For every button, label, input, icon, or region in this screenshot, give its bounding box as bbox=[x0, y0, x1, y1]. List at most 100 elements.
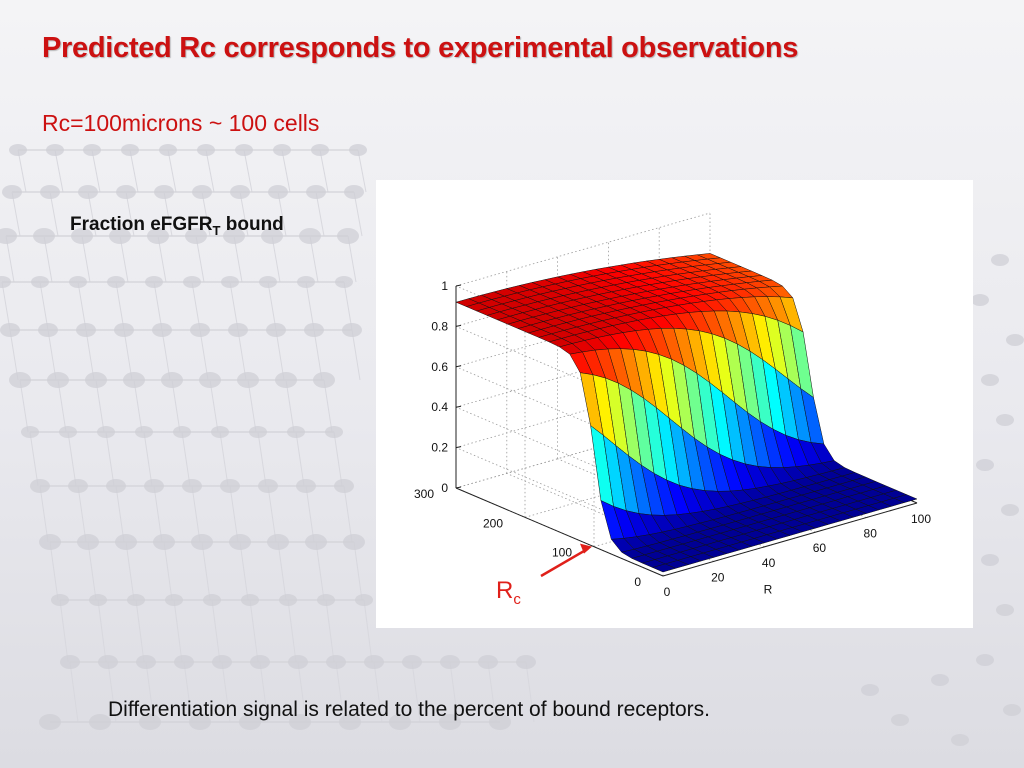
bg-network-link bbox=[319, 149, 329, 193]
bg-network-link bbox=[297, 661, 307, 723]
bg-network-link bbox=[363, 599, 373, 663]
bg-network-link bbox=[305, 485, 315, 543]
bg-network-node bbox=[191, 534, 213, 550]
bg-network-node bbox=[976, 654, 994, 666]
bg-network-node bbox=[46, 144, 64, 156]
bg-network-link bbox=[143, 431, 153, 487]
bg-network-node bbox=[59, 426, 77, 438]
bg-network-link bbox=[343, 281, 353, 331]
bg-network-node bbox=[89, 594, 107, 606]
bg-network-node bbox=[268, 185, 288, 199]
bg-network-node bbox=[267, 534, 289, 550]
bg-network-link bbox=[171, 379, 181, 433]
bg-network-link bbox=[123, 329, 133, 381]
z-tick-label: 0.4 bbox=[431, 400, 448, 414]
bg-network-node bbox=[21, 426, 39, 438]
bg-network-link bbox=[315, 191, 325, 237]
bg-network-node bbox=[230, 185, 250, 199]
bg-network-node bbox=[223, 228, 245, 244]
bg-network-link bbox=[183, 661, 193, 723]
bg-network-node bbox=[68, 479, 88, 493]
bg-network-node bbox=[258, 479, 278, 493]
bg-network-link bbox=[49, 541, 59, 601]
bg-network-node bbox=[229, 534, 251, 550]
bg-network-link bbox=[351, 329, 361, 381]
bg-network-node bbox=[279, 594, 297, 606]
bg-network-node bbox=[123, 372, 145, 388]
bg-network-node bbox=[334, 479, 354, 493]
bg-network-node bbox=[297, 276, 315, 288]
bg-network-node bbox=[261, 228, 283, 244]
bg-network-node bbox=[192, 185, 212, 199]
bg-network-node bbox=[136, 655, 156, 669]
bg-network-node bbox=[439, 714, 461, 730]
bg-network-link bbox=[295, 431, 305, 487]
bg-network-node bbox=[931, 674, 949, 686]
bg-network-link bbox=[57, 379, 67, 433]
bg-network-node bbox=[199, 372, 221, 388]
axis-ticks: 0 0.2 0.4 0.6 0.8 1 0 100 200 300 0 20 40 60 80 100 R bbox=[414, 279, 931, 599]
bg-network-link bbox=[125, 541, 135, 601]
bg-network-link bbox=[87, 541, 97, 601]
bg-network-link bbox=[239, 541, 249, 601]
bg-network-node bbox=[402, 655, 422, 669]
bg-network-node bbox=[313, 372, 335, 388]
bg-network-node bbox=[173, 426, 191, 438]
z-axis-label-subscript: T bbox=[212, 222, 221, 238]
bg-network-link bbox=[87, 191, 97, 237]
z-tick-mark bbox=[455, 486, 462, 489]
bg-network-link bbox=[243, 149, 253, 193]
y-tick-label: 0 bbox=[634, 575, 641, 589]
bg-network-link bbox=[201, 191, 211, 237]
x-tick-label: 20 bbox=[711, 570, 725, 584]
z-tick-mark bbox=[455, 365, 462, 368]
bg-network-link bbox=[39, 485, 49, 543]
bg-network-link bbox=[275, 329, 285, 381]
bg-network-node bbox=[159, 144, 177, 156]
z-tick-label: 0.2 bbox=[431, 441, 448, 455]
bg-network-node bbox=[85, 372, 107, 388]
bg-network-node bbox=[249, 426, 267, 438]
bg-network-link bbox=[115, 281, 125, 331]
bg-network-link bbox=[95, 379, 105, 433]
bg-network-link bbox=[449, 661, 459, 723]
bg-network-link bbox=[267, 281, 277, 331]
x-tick-label: 0 bbox=[664, 585, 671, 599]
bg-network-link bbox=[11, 191, 21, 237]
bg-network-node bbox=[145, 276, 163, 288]
axis-line-y bbox=[455, 487, 664, 577]
bg-network-node bbox=[107, 276, 125, 288]
bg-network-node bbox=[311, 144, 329, 156]
bg-network-node bbox=[127, 594, 145, 606]
bg-network-node bbox=[109, 228, 131, 244]
bg-network-node bbox=[1003, 704, 1021, 716]
bg-network-node bbox=[221, 276, 239, 288]
bg-network-link bbox=[59, 599, 69, 663]
bg-network-node bbox=[9, 372, 31, 388]
bg-network-node bbox=[40, 185, 60, 199]
bg-network-node bbox=[891, 714, 909, 726]
bg-network-link bbox=[315, 541, 325, 601]
bg-network-node bbox=[165, 594, 183, 606]
bg-network-node bbox=[31, 276, 49, 288]
bg-network-link bbox=[91, 149, 101, 193]
bg-network-link bbox=[229, 485, 239, 543]
z-tick-mark bbox=[455, 284, 462, 287]
bg-network-link bbox=[259, 661, 269, 723]
grid-line bbox=[455, 212, 711, 287]
bg-network-link bbox=[201, 541, 211, 601]
bg-network-link bbox=[191, 281, 201, 331]
bg-network-node bbox=[135, 426, 153, 438]
bg-network-link bbox=[77, 281, 87, 331]
bg-network-node bbox=[364, 655, 384, 669]
bg-network-link bbox=[167, 149, 177, 193]
bg-network-node bbox=[296, 479, 316, 493]
bg-network-node bbox=[259, 276, 277, 288]
bg-network-node bbox=[197, 144, 215, 156]
bg-network-node bbox=[83, 144, 101, 156]
bg-network-link bbox=[333, 431, 343, 487]
bg-network-link bbox=[199, 329, 209, 381]
bg-network-node bbox=[996, 604, 1014, 616]
rc-arrowhead bbox=[580, 543, 592, 554]
bg-network-link bbox=[335, 661, 345, 723]
